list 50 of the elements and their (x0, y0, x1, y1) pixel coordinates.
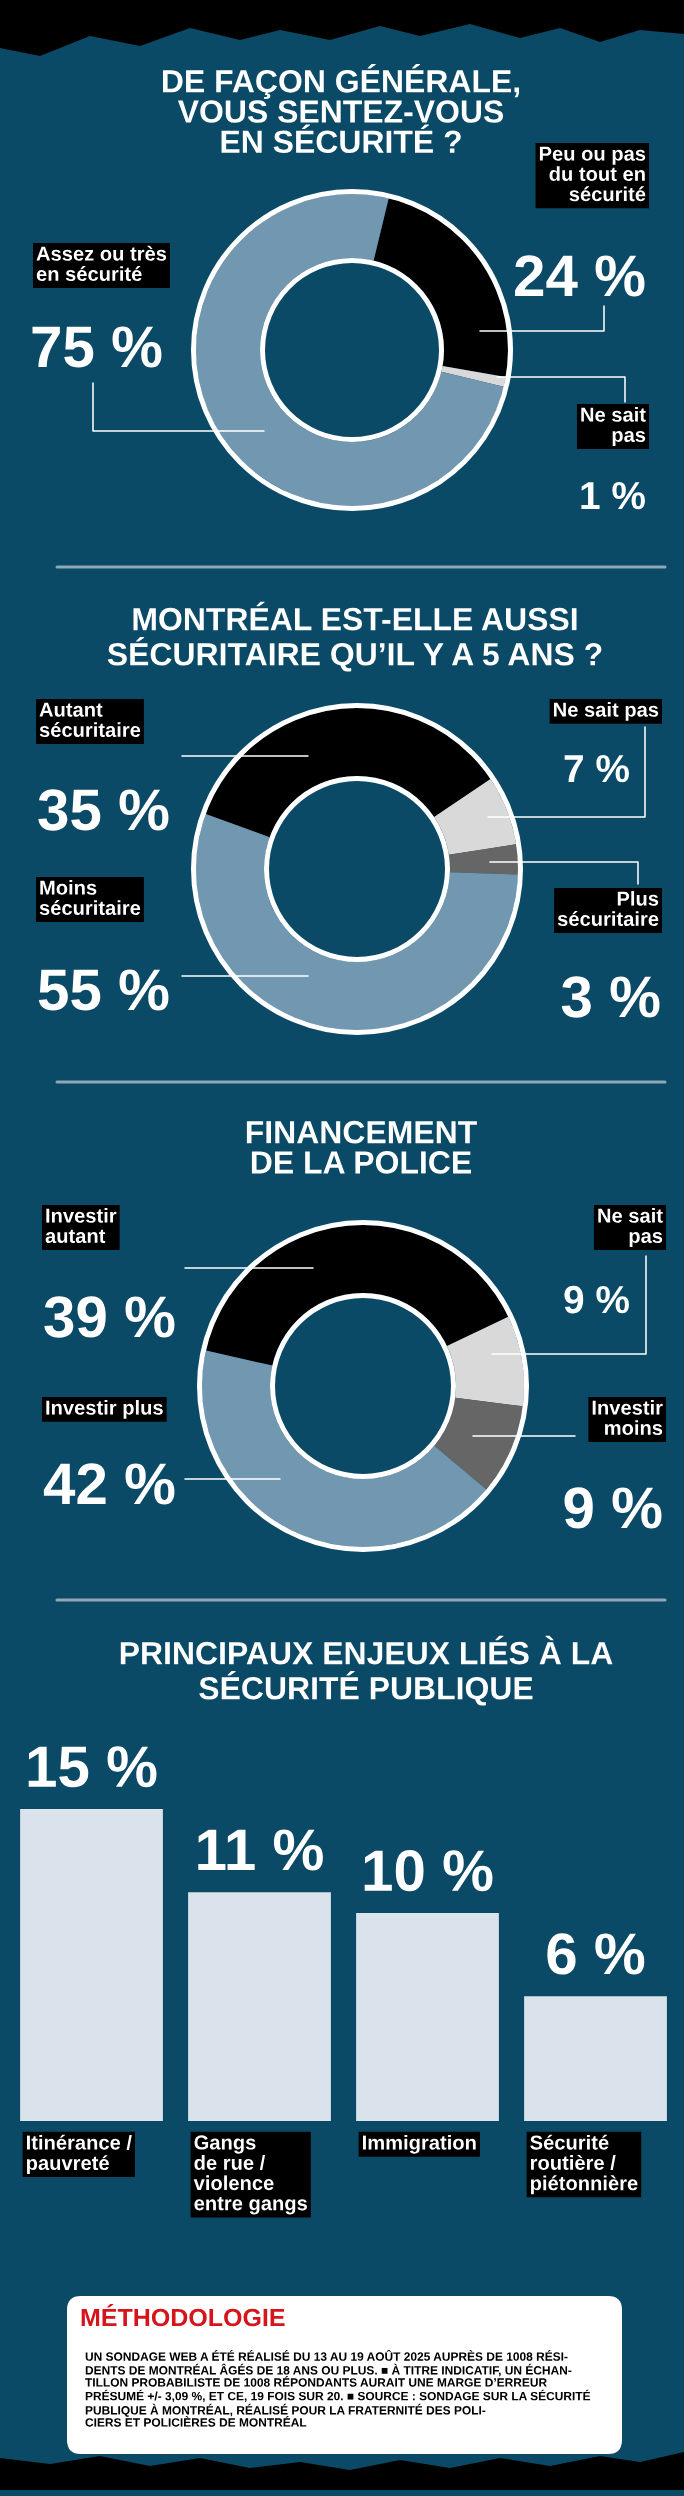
donut-slice (205, 708, 491, 838)
slice-label: Plus sécuritaire (557, 891, 659, 927)
data-label: 1 % (581, 481, 645, 510)
data-label: 15 % (28, 1746, 157, 1788)
chart-title: DE FAÇON GÉNÉRALE, VOUS SENTEZ-VOUS EN SÉCURITÉ ? (162, 64, 520, 154)
slice-label: Investir plus (46, 1400, 163, 1419)
bar (20, 1809, 163, 2121)
data-label: 3 % (561, 976, 660, 1018)
data-label: 24 % (515, 255, 645, 297)
bar (188, 1892, 331, 2121)
chart-title: MONTRÉAL EST-ELLE AUSSI SÉCURITAIRE QU’IL Y A 5 ANS ? (107, 601, 602, 672)
donut-slice (202, 1350, 487, 1547)
text: MÉTHODOLOGIE (81, 2303, 285, 2327)
text: UN SONDAGE WEB A ÉTÉ RÉALISÉ DU 13 AU 19 AOÛT 2025 AUPRÈS DE 1008 RÉSI- DENTS DE MONTRÉAL ÂGÉS DE 18 ANS OU PLUS. ■ À TITRE INDICATIF, UN ÉCHAN- TILLON PROBABILISTE DE 1008 RÉPONDANTS AURAIT UNE MARGE D’ERREUR PRÉSUMÉ +/- 3,09 %, ET CE, 19 FOIS SUR 20. ■ SOURCE : SONDAGE SUR LA SÉCURITÉ PUBLIQUE À MONTRÉAL, RÉALISÉ POUR LA FRATERNITÉ DES POLI- CIERS ET POLICIÈRES DE MONTRÉAL (85, 2349, 591, 2427)
slice-label: Autant sécuritaire (39, 702, 141, 738)
donut-slice (205, 1225, 509, 1366)
donut-slice (434, 778, 517, 855)
donut-slice (441, 365, 506, 387)
data-label: 35 % (38, 789, 169, 831)
x-tick-label: Gangs de rue / violence entre gangs (193, 2135, 307, 2215)
data-label: 10 % (364, 1850, 493, 1892)
data-label: 9 % (564, 1487, 662, 1529)
slice-label: Peu ou pas du tout en sécurité (539, 146, 646, 202)
donut-slice (373, 198, 508, 378)
data-label: 6 % (547, 1933, 645, 1975)
x-tick-label: Itinérance / pauvreté (26, 2134, 132, 2175)
donut-slice (446, 1316, 524, 1407)
data-label: 55 % (38, 969, 169, 1011)
slice-label: Assez ou très en sécurité (36, 245, 167, 282)
slice-label: Ne sait pas (581, 407, 646, 447)
data-label: 75 % (32, 326, 162, 368)
bar (524, 1996, 667, 2121)
data-label: 42 % (43, 1463, 175, 1505)
donut-slice (448, 844, 518, 875)
chart-title: FINANCEMENT DE LA POLICE (246, 1120, 477, 1174)
chart-title: PRINCIPAUX ENJEUX LIÉS À LA SÉCURITÉ PUBLIQUE (120, 1635, 613, 1706)
slice-label: Investir moins (592, 1400, 663, 1436)
slice-label: Investir autant (45, 1208, 117, 1244)
data-label: 7 % (564, 754, 629, 783)
x-tick-label: Sécurité routière / piétonnière (530, 2134, 638, 2195)
slice-label: Ne sait pas (598, 1208, 663, 1248)
donut-slice (196, 813, 518, 1030)
slice-label: Ne sait pas (554, 702, 659, 721)
data-label: 11 % (198, 1829, 323, 1871)
donut-slice (434, 1397, 523, 1490)
x-tick-label: Immigration (363, 2134, 476, 2154)
data-label: 39 % (44, 1296, 175, 1338)
data-label: 9 % (564, 1285, 629, 1314)
slice-label: Moins sécuritaire (39, 880, 141, 916)
bar (356, 1913, 499, 2121)
